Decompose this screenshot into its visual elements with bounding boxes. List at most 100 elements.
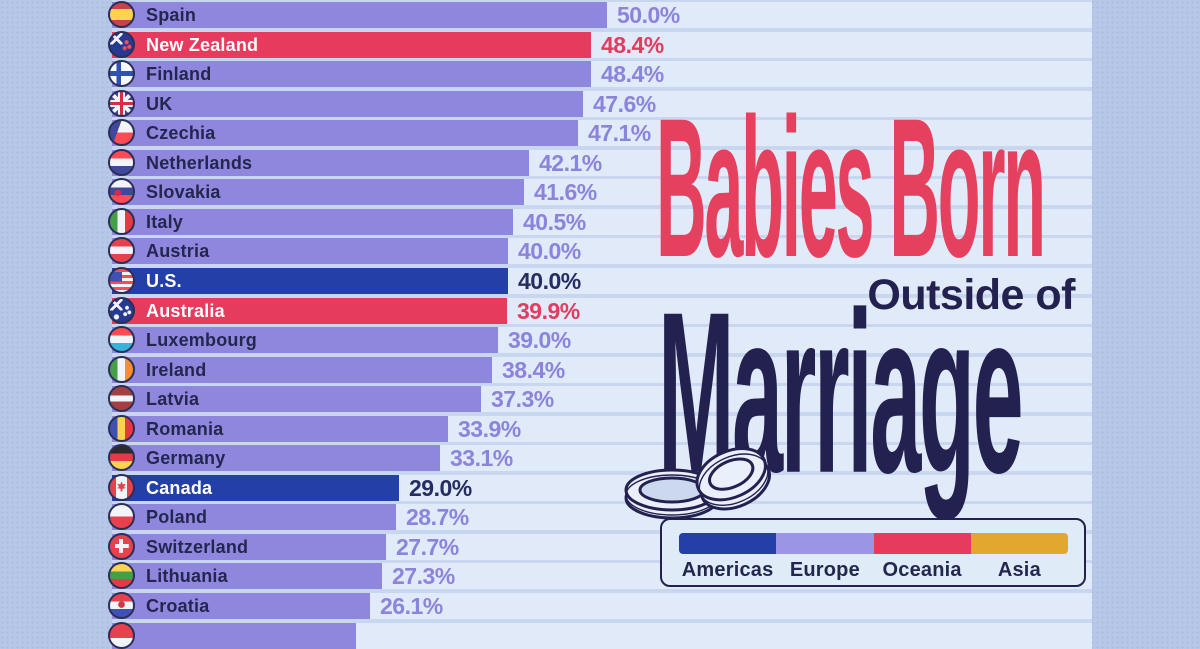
country-label: Switzerland: [146, 536, 249, 557]
country-label: U.S.: [146, 270, 182, 291]
bar: [112, 208, 513, 235]
country-label: Germany: [146, 448, 226, 469]
chart-row-italy: Italy 40.5%: [108, 207, 1092, 235]
chart-row-ireland: Ireland 38.4%: [108, 355, 1092, 383]
bar: [112, 2, 607, 28]
switzerland-flag-icon: [108, 532, 135, 560]
chart-row-uk: UK 47.6%: [108, 89, 1092, 117]
chart-row-romania: Romania 33.9%: [108, 414, 1092, 442]
infographic-canvas: Spain 50.0% New Zealand 48.4% Finland 48.4% UK…: [0, 0, 1200, 628]
wedding-rings-illustration: [624, 447, 771, 520]
bar: [112, 445, 440, 472]
legend-labels: Americas Europe Oceania Asia: [679, 559, 1068, 582]
uk-flag-icon: [108, 89, 135, 117]
chart-row-slovakia: Slovakia 41.6%: [108, 178, 1092, 206]
romania-flag-icon: [108, 414, 135, 442]
country-label: Canada: [146, 477, 213, 498]
value-label: 39.0%: [508, 327, 571, 354]
value-label: 39.9%: [517, 297, 580, 324]
country-label: Ireland: [146, 359, 207, 380]
luxembourg-flag-icon: [108, 326, 135, 354]
chart-row-croatia: Croatia 26.1%: [108, 592, 1092, 619]
country-label: Spain: [146, 5, 197, 25]
country-label: Finland: [146, 64, 212, 85]
chart-row-poland: Poland 28.7%: [108, 503, 1092, 531]
chart-row-partial: [108, 621, 1092, 649]
bar: [112, 327, 498, 354]
value-label: 37.3%: [491, 386, 554, 413]
value-label: 50.0%: [617, 2, 680, 28]
value-label: 48.4%: [601, 31, 664, 58]
u-s--flag-icon: [108, 266, 135, 294]
country-label: New Zealand: [146, 34, 259, 55]
bar: [112, 386, 481, 413]
bar: [112, 593, 370, 619]
value-label: 26.1%: [380, 593, 443, 619]
bar: [112, 504, 396, 531]
value-label: 27.7%: [396, 533, 459, 560]
chart-row-netherlands: Netherlands 42.1%: [108, 148, 1092, 176]
bar: [112, 563, 382, 590]
chart-row-germany: Germany 33.1%: [108, 444, 1092, 472]
chart-row-luxembourg: Luxembourg 39.0%: [108, 326, 1092, 354]
bar: [112, 61, 591, 88]
country-label: Romania: [146, 418, 224, 439]
bar: [112, 120, 578, 147]
country-label: Czechia: [146, 123, 216, 144]
canada-flag-icon: [108, 473, 135, 501]
country-label: Latvia: [146, 389, 200, 410]
legend: Americas Europe Oceania Asia: [660, 518, 1086, 587]
legend-label-americas: Americas: [681, 559, 774, 581]
country-label: Austria: [146, 241, 210, 262]
bar: [112, 415, 448, 442]
value-label: 28.7%: [406, 504, 469, 531]
bar: [112, 474, 399, 501]
chart-row-finland: Finland 48.4%: [108, 60, 1092, 88]
new-zealand-flag-icon: [108, 30, 135, 58]
spain-flag-icon: [108, 1, 135, 28]
value-label: 47.6%: [593, 90, 656, 117]
value-label: 29.0%: [409, 474, 472, 501]
country-label: Netherlands: [146, 152, 253, 173]
partial-flag-icon: [108, 621, 135, 649]
value-label: 40.0%: [518, 267, 581, 294]
country-label: Italy: [146, 211, 184, 232]
bar: [112, 90, 583, 117]
bar: [112, 267, 508, 294]
value-label: 47.1%: [588, 120, 651, 147]
country-label: UK: [146, 93, 173, 114]
country-label: Poland: [146, 507, 208, 528]
slovakia-flag-icon: [108, 178, 135, 206]
austria-flag-icon: [108, 237, 135, 265]
chart-row-czechia: Czechia 47.1%: [108, 119, 1092, 147]
value-label: 33.9%: [458, 415, 521, 442]
finland-flag-icon: [108, 60, 135, 88]
chart-row-austria: Austria 40.0%: [108, 237, 1092, 265]
bar: [112, 533, 386, 560]
country-label: Lithuania: [146, 566, 228, 587]
bar: [112, 179, 524, 206]
italy-flag-icon: [108, 207, 135, 235]
country-label: Slovakia: [146, 182, 221, 203]
ireland-flag-icon: [108, 355, 135, 383]
value-label: 33.1%: [450, 445, 513, 472]
value-label: 27.3%: [392, 563, 455, 590]
bar: [112, 238, 508, 265]
bar: [112, 356, 492, 383]
legend-label-oceania: Oceania: [882, 559, 962, 581]
value-label: 40.0%: [518, 238, 581, 265]
chart-row-spain: Spain 50.0%: [108, 1, 1092, 28]
chart-panel: Spain 50.0% New Zealand 48.4% Finland 48.4% UK…: [108, 0, 1092, 649]
legend-swatch-americas: [679, 533, 777, 554]
chart-row-canada: Canada 29.0%: [108, 473, 1092, 501]
poland-flag-icon: [108, 503, 135, 531]
legend-color-bar: [679, 533, 1068, 554]
value-label: 38.4%: [502, 356, 565, 383]
legend-swatch-europe: [776, 533, 874, 554]
chart-row-u-s-: U.S. 40.0%: [108, 266, 1092, 294]
legend-swatch-oceania: [873, 533, 971, 554]
country-label: Luxembourg: [146, 330, 258, 351]
lithuania-flag-icon: [108, 562, 135, 590]
country-label: Australia: [146, 300, 225, 321]
czechia-flag-icon: [108, 119, 135, 147]
